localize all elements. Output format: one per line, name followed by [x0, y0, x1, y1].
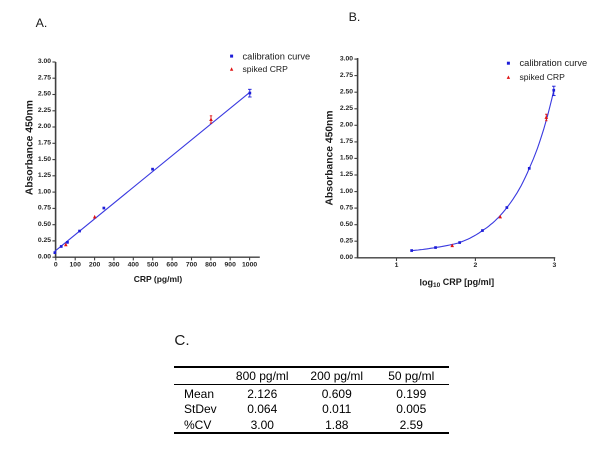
svg-text:0.75: 0.75 [38, 205, 51, 212]
svg-text:0: 0 [54, 261, 58, 268]
svg-text:1.50: 1.50 [340, 155, 353, 162]
svg-text:3: 3 [553, 262, 557, 269]
svg-text:2.75: 2.75 [340, 72, 353, 79]
svg-text:calibration curve: calibration curve [520, 58, 588, 68]
svg-text:200: 200 [89, 261, 101, 268]
svg-text:1.25: 1.25 [340, 171, 353, 178]
svg-text:Absorbance 450nm: Absorbance 450nm [25, 100, 36, 195]
svg-text:1.00: 1.00 [340, 188, 353, 195]
svg-text:0.25: 0.25 [38, 237, 51, 244]
svg-text:2.00: 2.00 [340, 121, 353, 128]
svg-text:500: 500 [147, 261, 159, 268]
svg-text:Absorbance 450nm: Absorbance 450nm [325, 111, 336, 206]
svg-text:0.50: 0.50 [340, 221, 353, 228]
svg-text:1.75: 1.75 [340, 138, 353, 145]
svg-text:0.00: 0.00 [38, 253, 51, 260]
svg-text:0.00: 0.00 [340, 254, 353, 261]
svg-text:CRP (pg/ml): CRP (pg/ml) [134, 274, 183, 284]
svg-text:log10 CRP [pg/ml]: log10 CRP [pg/ml] [420, 278, 495, 289]
svg-text:1.25: 1.25 [38, 172, 51, 179]
svg-text:2.50: 2.50 [38, 91, 51, 98]
svg-text:1: 1 [395, 262, 399, 269]
svg-text:700: 700 [186, 261, 198, 268]
svg-text:2: 2 [474, 262, 478, 269]
svg-text:0.50: 0.50 [38, 221, 51, 228]
svg-text:2.75: 2.75 [38, 74, 51, 81]
svg-text:1.75: 1.75 [38, 139, 51, 146]
svg-text:1000: 1000 [242, 261, 257, 268]
svg-text:0.25: 0.25 [340, 237, 353, 244]
svg-text:0.75: 0.75 [340, 204, 353, 211]
svg-text:300: 300 [108, 261, 120, 268]
svg-text:800: 800 [205, 261, 217, 268]
svg-text:1.00: 1.00 [38, 188, 51, 195]
svg-text:3.00: 3.00 [340, 55, 353, 62]
svg-text:2.50: 2.50 [340, 88, 353, 95]
svg-text:2.00: 2.00 [38, 123, 51, 130]
svg-text:calibration curve: calibration curve [243, 52, 311, 62]
svg-text:100: 100 [70, 261, 82, 268]
svg-text:900: 900 [225, 261, 237, 268]
svg-text:3.00: 3.00 [38, 58, 51, 65]
svg-text:2.25: 2.25 [340, 105, 353, 112]
svg-text:400: 400 [128, 261, 140, 268]
svg-text:spiked CRP: spiked CRP [243, 64, 289, 74]
svg-text:1.50: 1.50 [38, 156, 51, 163]
svg-text:600: 600 [166, 261, 178, 268]
svg-text:spiked CRP: spiked CRP [520, 72, 566, 82]
svg-text:2.25: 2.25 [38, 107, 51, 114]
